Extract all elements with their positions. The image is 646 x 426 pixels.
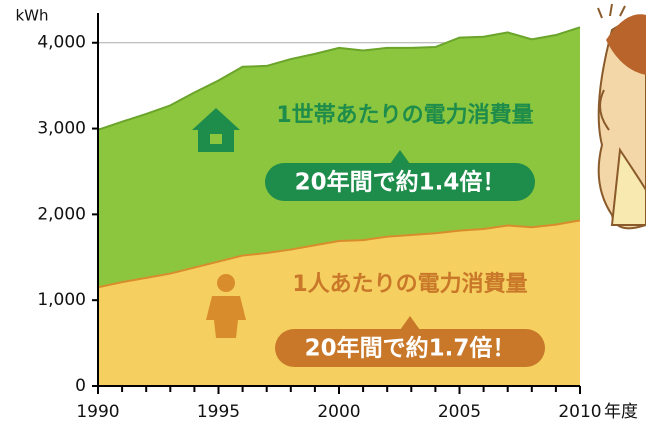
badge-text: 20年間で約1.7倍！ <box>305 335 516 362</box>
series-label: 1世帯あたりの電力消費量 <box>276 102 533 128</box>
y-tick-label: 0 <box>75 376 86 396</box>
house-window <box>210 134 222 144</box>
series-label: 1人あたりの電力消費量 <box>292 272 527 297</box>
badge-text: 20年間で約1.4倍！ <box>295 169 506 196</box>
y-tick-label: 1,000 <box>37 290 86 310</box>
y-tick-label: 2,000 <box>37 204 86 224</box>
x-tick-label: 1990 <box>76 402 119 422</box>
girl-illustration <box>598 4 646 228</box>
x-tick-label: 2000 <box>317 402 360 422</box>
y-tick-label: 4,000 <box>37 33 86 53</box>
person-head <box>217 274 235 292</box>
x-tick-label: 1995 <box>197 402 240 422</box>
x-tick-label: 2010 <box>558 402 601 422</box>
page: {"chart_data": {"type": "area", "y_unit"… <box>0 0 646 426</box>
y-unit: kWh <box>15 7 48 25</box>
chart: 1世帯あたりの電力消費量 1人あたりの電力消費量 20年間で約1.4倍！ 20年間で約… <box>0 0 646 426</box>
x-unit: 年度 <box>604 402 638 422</box>
y-tick-label: 3,000 <box>37 119 86 139</box>
x-tick-label: 2005 <box>438 402 481 422</box>
